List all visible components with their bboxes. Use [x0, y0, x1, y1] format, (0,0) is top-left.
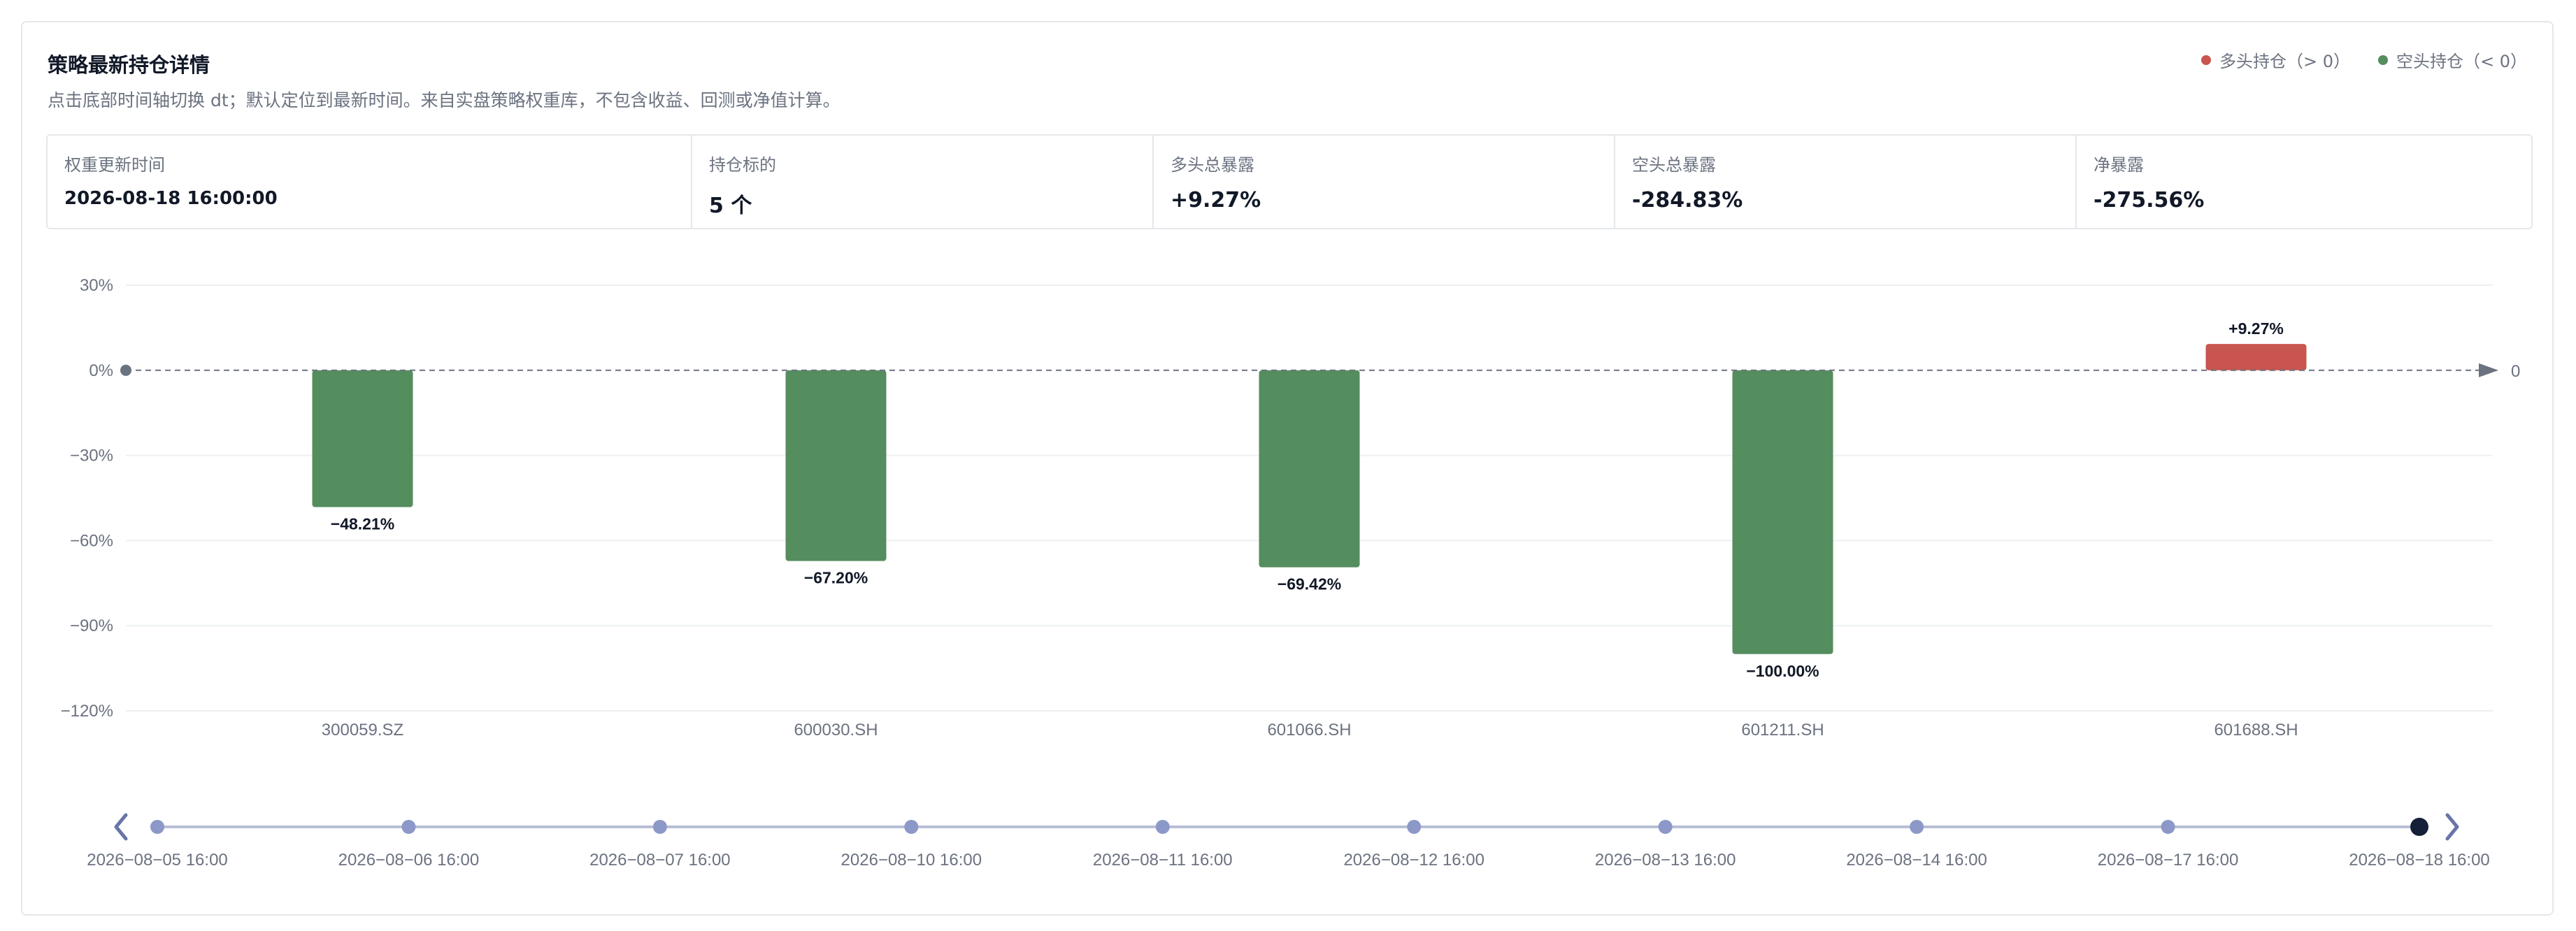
timeline-point[interactable] [1407, 820, 1422, 834]
data-label: −48.21% [331, 515, 394, 533]
y-tick-label: −90% [70, 616, 113, 635]
timeline-label[interactable]: 2026−08−18 16:00 [2349, 851, 2490, 869]
timeline-point[interactable] [150, 820, 164, 834]
legend-short-label: 空头持仓（< 0） [2396, 52, 2527, 71]
bar-600030.SH[interactable] [785, 370, 887, 561]
y-tick-label: 0% [89, 361, 113, 380]
zero-line-origin-dot [120, 364, 131, 376]
legend-item-long[interactable]: 多头持仓（> 0） [2201, 48, 2350, 72]
card-title: 策略最新持仓详情 [48, 53, 210, 77]
stat-label: 持仓标的 [709, 155, 776, 175]
timeline-point[interactable] [904, 820, 919, 834]
timeline-prev-icon[interactable] [114, 813, 128, 841]
card-subtitle: 点击底部时间轴切换 dt；默认定位到最新时间。来自实盘策略权重库，不包含收益、回… [48, 90, 840, 110]
bar-601211.SH[interactable] [1732, 370, 1833, 654]
timeline-point[interactable] [1658, 820, 1673, 834]
data-label: −67.20% [804, 569, 868, 587]
timeline-label[interactable]: 2026−08−12 16:00 [1343, 851, 1484, 869]
stat-update-time: 权重更新时间 2026-08-18 16:00:00 [48, 136, 692, 228]
bar-300059.SZ[interactable] [312, 370, 413, 507]
x-tick-label: 601211.SH [1741, 721, 1824, 739]
stat-net-exposure: 净暴露 -275.56% [2077, 136, 2531, 228]
stats-panel: 权重更新时间 2026-08-18 16:00:00 持仓标的 5 个 多头总暴… [46, 134, 2533, 229]
timeline-point[interactable] [2410, 818, 2428, 836]
zero-line-arrow-icon [2479, 363, 2498, 377]
stat-label: 空头总暴露 [1632, 155, 1716, 175]
timeline-point[interactable] [1155, 820, 1170, 834]
timeline-point[interactable] [652, 820, 667, 834]
legend: 多头持仓（> 0） 空头持仓（< 0） [2201, 48, 2527, 72]
timeline-label[interactable]: 2026−08−17 16:00 [2098, 851, 2239, 869]
y-tick-label: −120% [61, 702, 113, 721]
timeline-label[interactable]: 2026−08−14 16:00 [1846, 851, 1987, 869]
legend-item-short[interactable]: 空头持仓（< 0） [2377, 48, 2527, 72]
y-tick-label: 30% [80, 276, 113, 295]
bar-601066.SH[interactable] [1259, 370, 1360, 568]
timeline-label[interactable]: 2026−08−10 16:00 [841, 851, 982, 869]
timeline-label[interactable]: 2026−08−05 16:00 [87, 851, 228, 869]
x-tick-label: 300059.SZ [322, 721, 403, 739]
zero-line-label: 0 [2511, 362, 2520, 381]
timeline-label[interactable]: 2026−08−07 16:00 [589, 851, 731, 869]
x-tick-label: 601688.SH [2214, 721, 2298, 739]
legend-long-label: 多头持仓（> 0） [2219, 52, 2350, 71]
stat-short-exposure: 空头总暴露 -284.83% [1615, 136, 2077, 228]
y-tick-label: −60% [70, 531, 113, 550]
bar-601688.SH[interactable] [2205, 344, 2307, 370]
short-dot-icon [2377, 55, 2388, 65]
x-tick-label: 600030.SH [794, 721, 878, 739]
timeline-label[interactable]: 2026−08−11 16:00 [1093, 851, 1233, 869]
stat-value: +9.27% [1171, 188, 1261, 212]
long-dot-icon [2201, 55, 2211, 65]
stat-holdings-count: 持仓标的 5 个 [692, 136, 1154, 228]
stat-value: -275.56% [2094, 188, 2205, 212]
timeline-label[interactable]: 2026−08−13 16:00 [1595, 851, 1736, 869]
data-label: −100.00% [1746, 662, 1819, 680]
timeline-next-icon[interactable] [2445, 813, 2459, 841]
timeline-point[interactable] [2161, 820, 2175, 834]
stat-long-exposure: 多头总暴露 +9.27% [1154, 136, 1615, 228]
timeline-point[interactable] [401, 820, 416, 834]
data-label: −69.42% [1278, 575, 1341, 593]
timeline-point[interactable] [1910, 820, 1924, 834]
stat-value: 5 个 [709, 194, 752, 218]
stat-label: 多头总暴露 [1171, 155, 1254, 175]
timeline-label[interactable]: 2026−08−06 16:00 [338, 851, 480, 869]
stat-label: 权重更新时间 [64, 155, 165, 175]
x-tick-label: 601066.SH [1267, 721, 1351, 739]
stat-value: -284.83% [1632, 188, 1743, 212]
stat-value: 2026-08-18 16:00:00 [64, 188, 278, 209]
y-tick-label: −30% [70, 447, 113, 466]
data-label: +9.27% [2228, 319, 2284, 338]
stat-label: 净暴露 [2094, 155, 2144, 175]
